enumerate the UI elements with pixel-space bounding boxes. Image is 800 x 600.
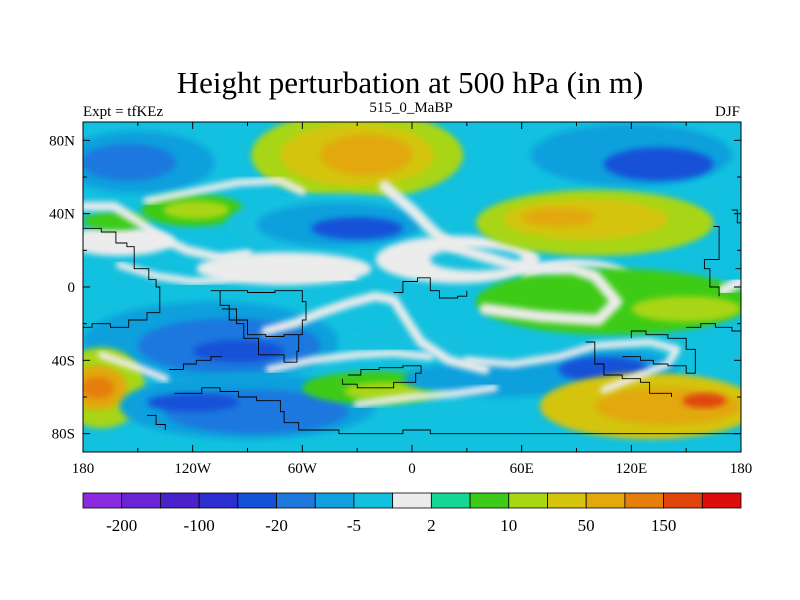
near-zero-band-1: [83, 201, 253, 263]
subtitle-left: Expt = tfKEz: [83, 104, 163, 120]
coastline-10: [622, 330, 696, 374]
colorbar-box-15: [663, 492, 703, 509]
field-contour-1: [83, 144, 177, 181]
field-contour-30: [83, 376, 115, 399]
field-contour-8: [320, 134, 412, 176]
colorbar-label-1: -100: [184, 516, 215, 535]
y-tick-label-0: 80N: [49, 133, 75, 149]
x-tick-label-6: 180: [730, 461, 753, 477]
near-zero-band-0: [143, 177, 306, 205]
colorbar-box-13: [585, 492, 626, 509]
field-contour-41: [682, 393, 727, 408]
coastline-12: [703, 226, 720, 297]
colorbar-box-16: [701, 492, 742, 509]
y-tick-label-3: 40S: [52, 353, 75, 369]
field-contour-19: [521, 208, 595, 227]
colorbar-box-6: [314, 492, 355, 509]
coastline-6: [147, 414, 166, 430]
colorbar-box-5: [276, 492, 316, 509]
colorbar-box-7: [353, 492, 394, 509]
near-zero-band-2: [115, 261, 243, 286]
x-tick-label-2: 60W: [288, 461, 318, 477]
near-zero-band-4: [379, 180, 623, 326]
coastline-4: [168, 356, 222, 370]
colorbar-box-9: [430, 492, 471, 509]
colorbar-box-14: [624, 492, 664, 509]
y-tick-label-1: 40N: [49, 207, 75, 223]
coastline-0: [83, 310, 161, 328]
y-tick-label-2: 0: [68, 280, 76, 296]
coastline-1: [83, 227, 161, 311]
colorbar-box-0: [82, 492, 123, 509]
colorbar-box-11: [508, 492, 548, 509]
coastline-3: [221, 308, 300, 363]
subtitle-center: 515_0_MaBP: [369, 100, 452, 116]
colorbar-label-4: 2: [427, 516, 436, 535]
map-plot-area: [83, 122, 741, 452]
colorbar-box-4: [237, 492, 277, 509]
field-contour-16: [603, 147, 714, 181]
x-tick-label-0: 180: [72, 461, 95, 477]
y-axis: 80N 40N 0 40S 80S: [49, 133, 741, 443]
x-tick-label-3: 0: [408, 461, 416, 477]
colorbar-box-3: [198, 492, 239, 509]
x-tick-label-1: 120W: [174, 461, 212, 477]
colorbar-box-10: [469, 492, 510, 509]
coastline-9: [585, 341, 672, 397]
colorbar-label-6: 50: [578, 516, 595, 535]
near-zero-band-10: [717, 276, 741, 297]
coastlines: [83, 209, 741, 435]
coastline-8: [393, 277, 468, 299]
coastline-2: [210, 290, 307, 337]
x-tick-label-4: 60E: [510, 461, 534, 477]
colorbar-box-8: [392, 492, 432, 509]
coastline-13: [731, 209, 741, 232]
field-contour-26: [192, 340, 285, 363]
colorbar-box-12: [547, 492, 587, 509]
zero-contour-bands: [83, 177, 741, 408]
field-contour-33: [146, 393, 239, 412]
coastline-14: [735, 268, 741, 276]
subtitle-right: DJF: [715, 104, 740, 120]
near-zero-band-3: [239, 267, 357, 288]
field-contour-23: [631, 296, 741, 322]
colorbar-box-1: [121, 492, 161, 509]
chart-title: Height perturbation at 500 hPa (in m): [177, 65, 644, 100]
colorbar-label-0: -200: [106, 516, 137, 535]
x-tick-label-5: 120E: [615, 461, 647, 477]
colorbar-label-2: -20: [265, 516, 288, 535]
coastline-7: [342, 365, 422, 389]
field-contour-11: [311, 217, 403, 240]
coastline-11: [686, 323, 741, 332]
near-zero-band-8: [463, 338, 681, 394]
colorbar: -200 -100 -20 -5 2 10 50 150: [82, 492, 742, 535]
near-zero-band-5: [261, 291, 490, 375]
colorbar-box-2: [160, 492, 200, 509]
coastline-5: [174, 387, 741, 435]
field-contour-5: [163, 200, 230, 220]
y-tick-label-4: 80S: [52, 427, 75, 443]
colorbar-label-5: 10: [500, 516, 517, 535]
x-axis: 180 120W 60W 0 60E 120E 180: [72, 122, 753, 477]
colorbar-label-7: 150: [651, 516, 677, 535]
near-zero-band-7: [353, 384, 498, 408]
colorbar-label-3: -5: [347, 516, 361, 535]
near-zero-band-9: [97, 351, 169, 383]
near-zero-band-6: [265, 349, 434, 374]
